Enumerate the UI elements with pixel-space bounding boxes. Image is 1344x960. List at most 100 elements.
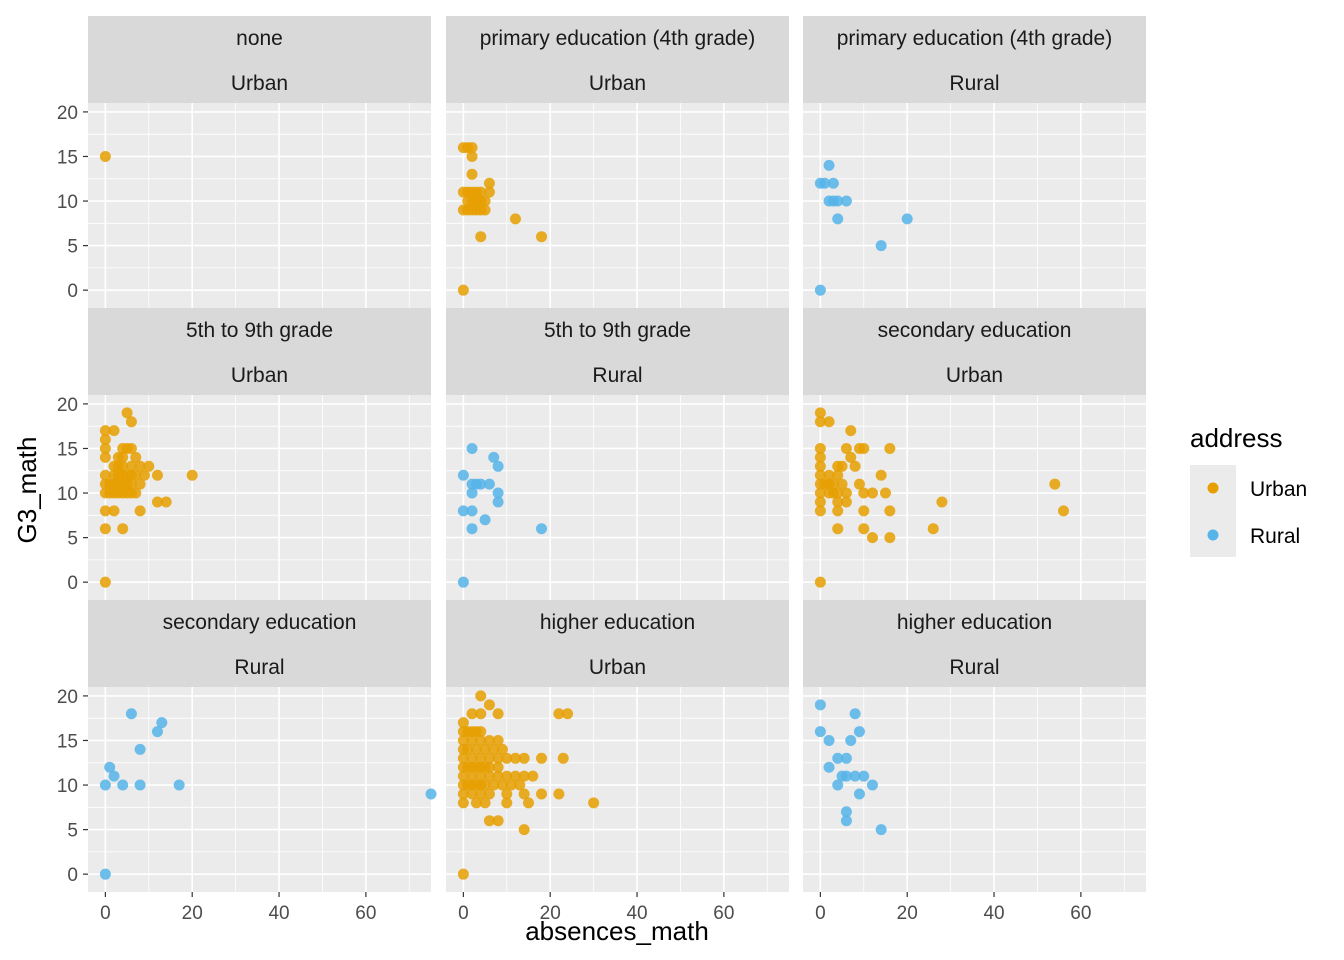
data-point [125, 478, 137, 490]
data-point [509, 213, 521, 225]
data-point [117, 779, 129, 791]
data-point [814, 451, 826, 463]
data-point [125, 416, 137, 428]
data-point [479, 779, 491, 791]
data-point [492, 460, 504, 472]
strip-label-education: primary education (4th grade) [480, 27, 755, 50]
strip-label-education: secondary education [878, 319, 1072, 342]
x-tick-label: 0 [815, 903, 826, 924]
facet-strip [88, 16, 431, 103]
y-axis-title: G3_math [12, 437, 42, 544]
strip-label-address: Urban [231, 72, 288, 95]
y-tick-label: 10 [57, 192, 78, 213]
data-point [108, 770, 120, 782]
data-point [840, 487, 852, 499]
data-point [496, 779, 508, 791]
data-point [814, 460, 826, 472]
data-point [492, 815, 504, 827]
data-point [475, 478, 487, 490]
data-point [509, 752, 521, 764]
legend-label-urban: Urban [1250, 478, 1307, 501]
data-point [117, 460, 129, 472]
data-point [466, 752, 478, 764]
data-point [832, 523, 844, 535]
data-point [457, 734, 469, 746]
data-point [121, 407, 133, 419]
data-point [875, 824, 887, 836]
facet-strip [88, 308, 431, 395]
x-tick-label: 60 [1070, 903, 1091, 924]
data-point [457, 797, 469, 809]
data-point [1049, 478, 1061, 490]
facet-panels: none Urban 0 5 10 15 20 primary education (4th … [57, 16, 1146, 924]
data-point [518, 788, 530, 800]
data-point [849, 770, 861, 782]
data-point [492, 761, 504, 773]
data-point [134, 743, 146, 755]
data-point [479, 204, 491, 216]
strip-label-education: secondary education [163, 611, 357, 634]
data-point [475, 726, 487, 738]
x-tick-label: 60 [713, 903, 734, 924]
data-point [483, 478, 495, 490]
data-point [814, 699, 826, 711]
data-point [845, 425, 857, 437]
plot-background [446, 103, 789, 308]
y-tick-label: 15 [57, 731, 78, 752]
data-point [483, 186, 495, 198]
data-point [483, 761, 495, 773]
data-point [108, 425, 120, 437]
data-point [832, 460, 844, 472]
data-point [845, 451, 857, 463]
data-point [588, 797, 600, 809]
strip-label-address: Urban [231, 364, 288, 387]
data-point [501, 770, 513, 782]
plot-background [88, 687, 431, 892]
data-point [151, 496, 163, 508]
data-point [457, 576, 469, 588]
facet-strip [803, 16, 1146, 103]
facet-strip [446, 16, 789, 103]
data-point [483, 699, 495, 711]
data-point [117, 523, 129, 535]
axis-titles: absences_math G3_math [12, 437, 709, 946]
strip-label-education: none [236, 27, 283, 50]
data-point [840, 195, 852, 207]
y-tick-label: 15 [57, 439, 78, 460]
data-point [462, 743, 474, 755]
data-point [814, 726, 826, 738]
data-point [814, 576, 826, 588]
y-tick-label: 5 [67, 237, 78, 258]
facet-panel: primary education (4th grade) Rural [803, 16, 1146, 308]
strip-label-education: 5th to 9th grade [544, 319, 691, 342]
data-point [840, 770, 852, 782]
y-tick-label: 20 [57, 395, 78, 416]
data-point [108, 505, 120, 517]
data-point [875, 240, 887, 252]
facet-strip [446, 600, 789, 687]
data-point [466, 770, 478, 782]
data-point [819, 177, 831, 189]
legend-key-urban [1207, 482, 1219, 494]
data-point [457, 505, 469, 517]
data-point [518, 752, 530, 764]
data-point [479, 743, 491, 755]
facet-strip [803, 308, 1146, 395]
legend-key-background [1190, 465, 1236, 557]
data-point [457, 284, 469, 296]
data-point [509, 770, 521, 782]
data-point [173, 779, 185, 791]
data-point [475, 752, 487, 764]
data-point [501, 797, 513, 809]
y-tick-label: 5 [67, 821, 78, 842]
data-point [858, 523, 870, 535]
facet-panel: 5th to 9th grade Urban 0 5 10 15 20 [57, 308, 431, 600]
data-point [479, 195, 491, 207]
data-point [134, 478, 146, 490]
data-point [99, 442, 111, 454]
data-point [505, 779, 517, 791]
plot-background [803, 395, 1146, 600]
data-point [143, 460, 155, 472]
data-point [125, 442, 137, 454]
data-point [853, 788, 865, 800]
